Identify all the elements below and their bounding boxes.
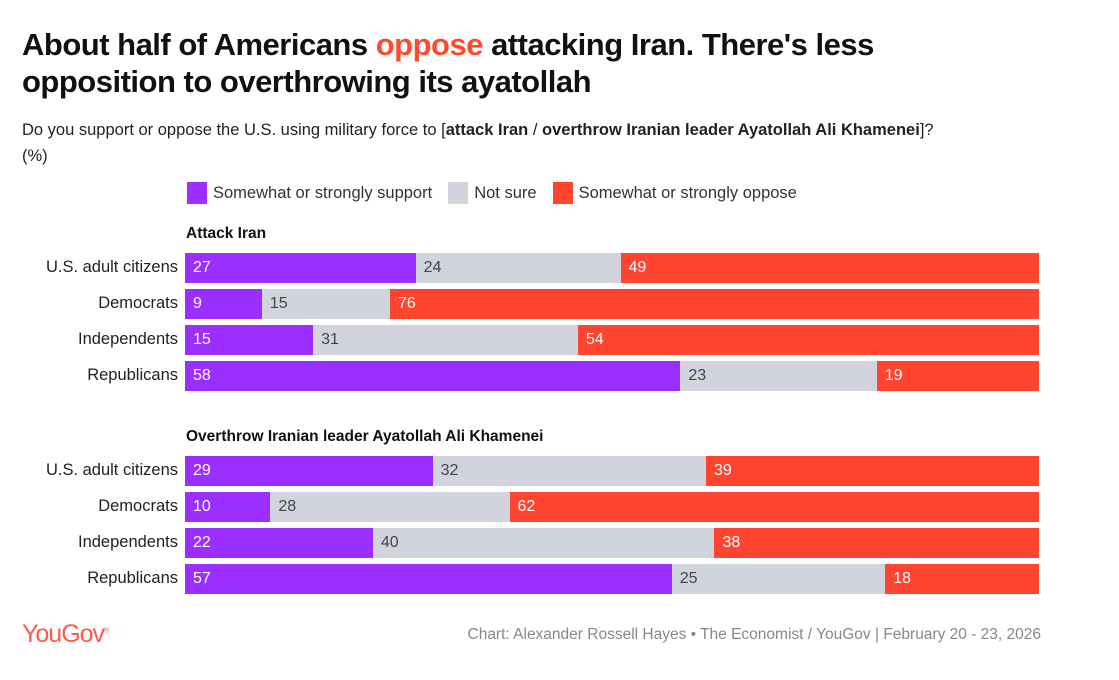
data-label: 76 <box>397 295 416 312</box>
data-label: 27 <box>193 259 211 276</box>
data-label: 24 <box>423 259 442 276</box>
data-label: 49 <box>628 259 647 276</box>
legend-label: Somewhat or strongly support <box>213 183 433 202</box>
data-label: 9 <box>193 295 202 312</box>
row-label: Independents <box>77 533 178 551</box>
stacked-bar: 27 24 49 <box>185 253 1039 283</box>
source-note: Chart: Alexander Rossell Hayes • The Eco… <box>467 626 1042 643</box>
bar-segment-not-sure: 23 <box>680 361 877 391</box>
data-label: 38 <box>722 534 741 551</box>
subtitle-bold-attack: attack Iran <box>445 121 529 139</box>
stacked-bar: 58 23 19 <box>185 361 1039 391</box>
stacked-bar: 10 28 62 <box>185 492 1039 522</box>
data-label: 32 <box>440 462 459 479</box>
bar-segment-not-sure: 31 <box>313 325 578 355</box>
data-label: 18 <box>893 570 912 587</box>
data-label: 15 <box>193 331 211 348</box>
bar-segment-not-sure: 28 <box>270 492 510 522</box>
subtitle-sep: / <box>528 121 543 139</box>
data-label: 22 <box>193 534 211 551</box>
bar-segment-oppose: 62 <box>509 492 1039 522</box>
stacked-bar: 57 25 18 <box>185 564 1039 594</box>
data-label: 28 <box>278 498 297 515</box>
subtitle-bold-overthrow: overthrow Iranian leader Ayatollah Ali K… <box>542 121 920 139</box>
bar-segment-oppose: 18 <box>885 564 1039 594</box>
subtitle-text: Do you support or oppose the U.S. using … <box>22 121 446 139</box>
data-label: 54 <box>585 331 604 348</box>
data-label: 23 <box>688 367 707 384</box>
group-title: Attack Iran <box>186 225 267 242</box>
bar-segment-oppose: 38 <box>714 528 1039 558</box>
yougov-logo: YouGov® <box>22 620 109 648</box>
legend-item-not-sure: Not sure <box>448 182 537 204</box>
legend-swatch-not-sure <box>448 182 469 204</box>
bar-segment-oppose: 39 <box>705 456 1039 486</box>
chart-subtitle: Do you support or oppose the U.S. using … <box>22 117 962 169</box>
title-text-end: attacking Iran. There's less opposition … <box>22 27 874 99</box>
stacked-bar: 22 40 38 <box>185 528 1039 558</box>
bar-segment-not-sure: 32 <box>432 456 706 486</box>
stacked-bar: 29 32 39 <box>185 456 1039 486</box>
stacked-bar: 9 15 76 <box>185 289 1039 319</box>
bar-segment-support: 27 <box>185 253 416 283</box>
bar-segment-support: 29 <box>185 456 433 486</box>
subtitle-end: ]? (%) <box>22 121 934 165</box>
bar-segment-oppose: 49 <box>620 253 1039 283</box>
bar-segment-support: 9 <box>185 289 262 319</box>
chart-title: About half of Americans oppose attacking… <box>22 26 1022 100</box>
row-label: U.S. adult citizens <box>45 258 178 276</box>
bar-segment-not-sure: 15 <box>261 289 390 319</box>
data-label: 57 <box>193 570 211 587</box>
bar-segment-not-sure: 25 <box>671 564 886 594</box>
data-label: 25 <box>679 570 698 587</box>
legend-swatch-support <box>187 182 207 204</box>
data-label: 15 <box>269 295 288 312</box>
group-title: Overthrow Iranian leader Ayatollah Ali K… <box>186 428 544 445</box>
bar-segment-support: 10 <box>185 492 271 522</box>
logo-text: YouGov <box>22 620 105 648</box>
title-text: About half of Americans <box>22 27 376 62</box>
data-label: 10 <box>193 498 211 515</box>
legend: Somewhat or strongly support Not sure So… <box>187 182 813 204</box>
bar-segment-support: 15 <box>185 325 314 355</box>
data-label: 58 <box>193 367 211 384</box>
data-label: 29 <box>193 462 211 479</box>
legend-item-support: Somewhat or strongly support <box>187 182 432 204</box>
bar-segment-not-sure: 24 <box>415 253 621 283</box>
data-label: 62 <box>517 498 536 515</box>
bar-segment-not-sure: 40 <box>372 528 715 558</box>
bar-segment-oppose: 19 <box>876 361 1039 391</box>
bar-segment-support: 22 <box>185 528 373 558</box>
title-highlight: oppose <box>375 27 484 62</box>
row-label: Independents <box>77 330 178 348</box>
bar-segment-oppose: 76 <box>389 289 1039 319</box>
data-label: 40 <box>380 534 399 551</box>
legend-swatch-oppose <box>552 182 573 204</box>
row-label: Republicans <box>87 569 178 587</box>
bar-segment-support: 58 <box>185 361 681 391</box>
row-label: U.S. adult citizens <box>45 461 178 479</box>
bar-segment-support: 57 <box>185 564 672 594</box>
legend-item-oppose: Somewhat or strongly oppose <box>552 182 797 204</box>
row-label: Democrats <box>98 294 178 312</box>
data-label: 19 <box>884 367 903 384</box>
legend-label: Somewhat or strongly oppose <box>578 183 797 202</box>
row-label: Democrats <box>98 497 178 515</box>
legend-label: Not sure <box>474 183 537 202</box>
data-label: 39 <box>713 462 732 479</box>
stacked-bar: 15 31 54 <box>185 325 1039 355</box>
bar-segment-oppose: 54 <box>577 325 1039 355</box>
row-label: Republicans <box>87 366 178 384</box>
data-label: 31 <box>321 331 339 348</box>
